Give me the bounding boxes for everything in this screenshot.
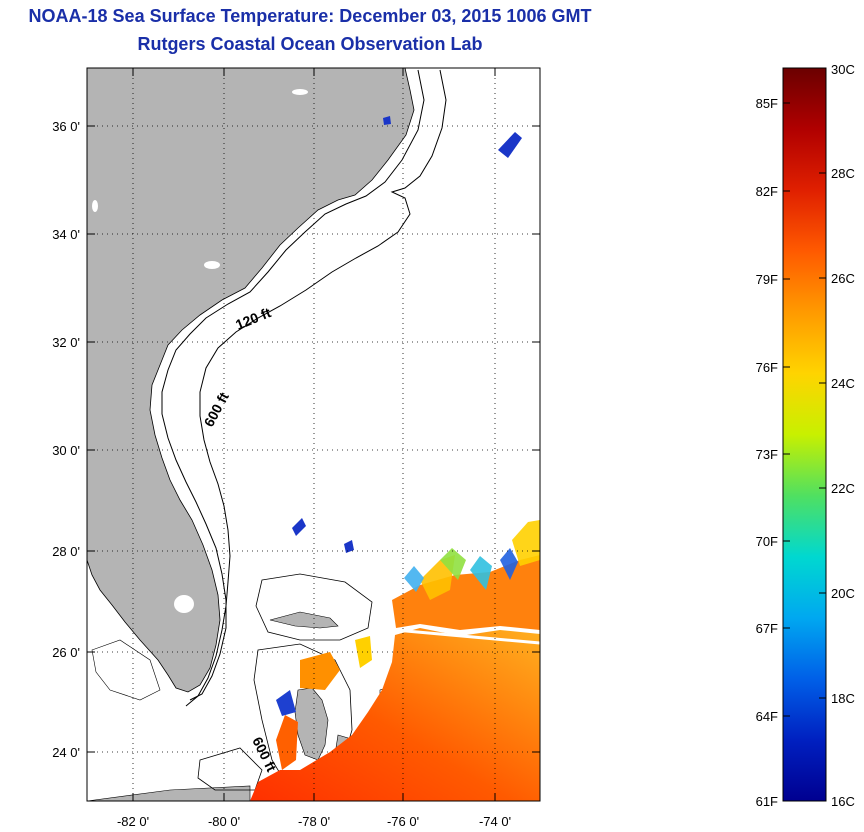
colorbar-f-label: 61F — [756, 794, 778, 809]
colorbar — [782, 67, 827, 802]
lon-label: -74 0' — [479, 814, 511, 829]
colorbar-f-label: 79F — [756, 272, 778, 287]
colorbar-f-label: 76F — [756, 360, 778, 375]
colorbar-c-label: 30C — [831, 62, 855, 77]
lake-okeechobee — [174, 595, 194, 613]
land-mass — [87, 68, 415, 693]
map-area — [87, 68, 540, 801]
lon-label: -82 0' — [117, 814, 149, 829]
map-subtitle: Rutgers Coastal Ocean Observation Lab — [137, 34, 483, 54]
lat-label: 36 0' — [52, 119, 80, 134]
colorbar-f-label: 64F — [756, 709, 778, 724]
lat-label: 26 0' — [52, 645, 80, 660]
colorbar-c-label: 22C — [831, 481, 855, 496]
graticule — [87, 68, 540, 801]
lon-label: -78 0' — [298, 814, 330, 829]
colorbar-f-label: 67F — [756, 621, 778, 636]
colorbar-f-label: 70F — [756, 534, 778, 549]
colorbar-c-label: 26C — [831, 271, 855, 286]
lon-label: -76 0' — [387, 814, 419, 829]
lat-label: 32 0' — [52, 335, 80, 350]
lat-label: 24 0' — [52, 745, 80, 760]
lat-label: 34 0' — [52, 227, 80, 242]
colorbar-celsius-labels: 30C 28C 26C 24C 22C 20C 18C 16C — [831, 62, 855, 809]
latitude-labels: 36 0' 34 0' 32 0' 30 0' 28 0' 26 0' 24 0… — [52, 119, 80, 760]
colorbar-c-label: 18C — [831, 691, 855, 706]
axis-ticks — [87, 68, 540, 801]
colorbar-c-label: 20C — [831, 586, 855, 601]
lat-label: 30 0' — [52, 443, 80, 458]
colorbar-c-label: 24C — [831, 376, 855, 391]
map-title: NOAA-18 Sea Surface Temperature: Decembe… — [28, 6, 592, 26]
colorbar-f-label: 82F — [756, 184, 778, 199]
colorbar-f-label: 73F — [756, 447, 778, 462]
grand-bahama — [269, 611, 339, 629]
contour-120ft — [161, 69, 425, 701]
longitude-labels: -82 0' -80 0' -78 0' -76 0' -74 0' — [117, 814, 511, 829]
colorbar-c-label: 28C — [831, 166, 855, 181]
sst-warm-region — [250, 628, 540, 801]
swath-gap — [394, 628, 540, 645]
colorbar-fahrenheit-labels: 85F 82F 79F 76F 73F 70F 67F 64F 61F — [756, 96, 778, 809]
lon-label: -80 0' — [208, 814, 240, 829]
contour-600ft — [185, 69, 447, 707]
lat-label: 28 0' — [52, 544, 80, 559]
colorbar-c-label: 16C — [831, 794, 855, 809]
colorbar-ticks — [783, 102, 826, 717]
colorbar-f-label: 85F — [756, 96, 778, 111]
sst-patch-ne — [498, 132, 522, 158]
